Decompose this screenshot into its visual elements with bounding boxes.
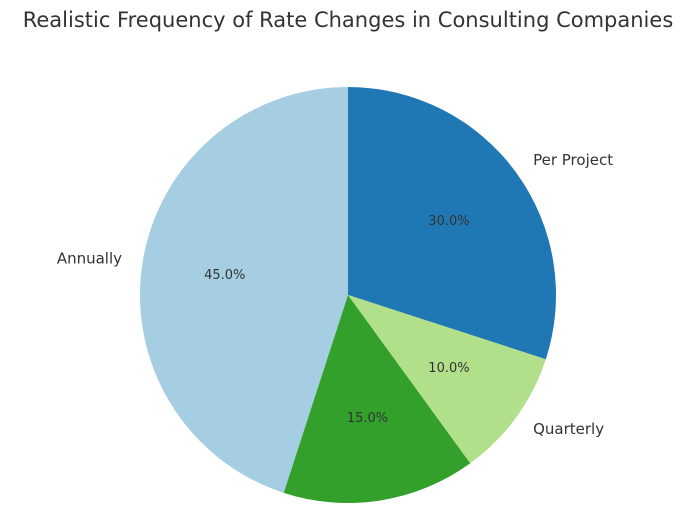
slice-label-per-project: Per Project xyxy=(533,151,613,169)
slice-label-as-needed: As Needed xyxy=(384,511,465,513)
slice-label-quarterly: Quarterly xyxy=(533,420,604,438)
pct-label-as-needed: 15.0% xyxy=(347,411,388,426)
pie-slices xyxy=(139,87,556,504)
pct-label-annually: 45.0% xyxy=(204,268,245,283)
pie-slice-as-needed xyxy=(283,295,471,504)
pct-label-per-project: 30.0% xyxy=(428,214,469,229)
chart-title: Realistic Frequency of Rate Changes in C… xyxy=(23,8,674,32)
slice-label-annually: Annually xyxy=(57,250,122,268)
pie-slice-per-project xyxy=(348,87,556,360)
pie-slice-quarterly xyxy=(348,295,546,464)
pie-labels: Per Project 30.0% Annually 45.0% As Needed 15… xyxy=(57,151,613,513)
pct-label-quarterly: 10.0% xyxy=(428,361,469,376)
pie-slice-annually xyxy=(139,87,348,493)
